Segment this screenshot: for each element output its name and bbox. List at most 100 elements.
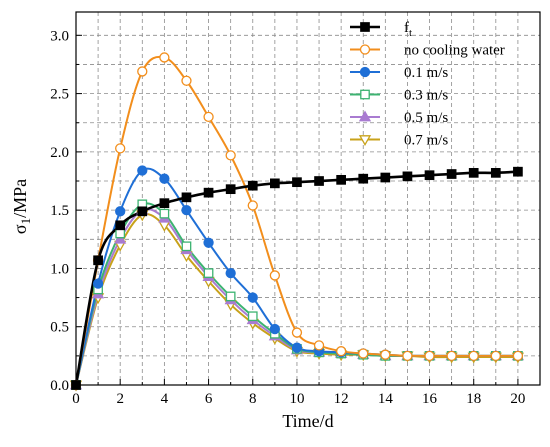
data-point	[513, 166, 523, 177]
legend-item: ft	[350, 20, 412, 39]
legend-item: 0.7 m/s	[350, 133, 448, 149]
data-point	[225, 184, 236, 195]
data-point	[114, 232, 127, 244]
data-point	[203, 187, 214, 198]
data-point	[181, 241, 192, 252]
data-point	[446, 350, 457, 362]
grid-lines	[76, 12, 540, 385]
legend-label: 0.7 m/s	[404, 133, 448, 149]
y-axis-label-sub: 1	[18, 218, 33, 225]
y-tick-label: 0.0	[50, 378, 69, 394]
x-tick-label: 4	[161, 391, 169, 407]
series-markers	[69, 52, 525, 392]
x-tick-labels: 0 2 4 6 8 10 12 14 16 18 20	[72, 391, 525, 407]
x-tick-label: 16	[422, 391, 438, 407]
data-point	[247, 180, 258, 191]
data-point	[336, 174, 346, 185]
y-tick-label: 3.0	[50, 28, 69, 44]
data-point	[358, 348, 369, 359]
legend-label-subscript: t	[409, 27, 412, 39]
legend-label: ft	[404, 20, 412, 39]
data-point	[314, 176, 324, 186]
data-point	[380, 172, 391, 183]
data-point	[137, 165, 148, 176]
legend-item: 0.5 m/s	[350, 110, 448, 126]
data-point	[181, 192, 192, 203]
legend-item: 0.1 m/s	[350, 65, 448, 81]
y-tick-label: 1.5	[50, 203, 69, 219]
legend-label: 0.5 m/s	[404, 110, 448, 126]
data-point	[424, 170, 435, 181]
x-tick-label: 14	[378, 391, 394, 407]
legend-label-text: 0.3 m/s	[404, 88, 448, 104]
data-point	[225, 150, 236, 161]
data-point	[269, 270, 281, 281]
data-point	[313, 340, 325, 351]
legend-marker	[358, 110, 372, 122]
legend: ft no cooling water 0.1 m/s 0.3 m/s 0.5 m/s 0…	[350, 20, 505, 149]
data-point	[137, 66, 148, 77]
data-point	[269, 323, 281, 335]
data-point	[115, 220, 126, 231]
data-point	[358, 173, 369, 184]
legend-label: 0.1 m/s	[404, 65, 448, 81]
x-tick-label: 12	[334, 391, 349, 407]
x-tick-label: 10	[289, 391, 304, 407]
data-point	[291, 342, 303, 353]
y-tick-labels: 0.0 0.5 1.0 1.5 2.0 2.5 3.0	[50, 28, 69, 394]
data-point	[203, 237, 214, 248]
data-point	[490, 168, 501, 178]
x-tick-label: 0	[72, 391, 80, 407]
data-point	[137, 206, 148, 217]
legend-item: no cooling water	[350, 43, 505, 59]
legend-marker	[359, 44, 371, 55]
y-axis-label-main: σ	[10, 224, 30, 234]
y-tick-label: 2.0	[50, 145, 69, 161]
series-markers-1	[70, 52, 524, 391]
data-point	[93, 255, 103, 266]
data-point	[424, 350, 435, 362]
legend-label-text: 0.5 m/s	[404, 110, 448, 126]
data-point	[512, 350, 524, 362]
data-point	[402, 171, 413, 182]
data-point	[380, 349, 391, 360]
x-tick-label: 2	[116, 391, 124, 407]
data-point	[247, 311, 258, 322]
data-point	[181, 75, 192, 86]
legend-marker	[360, 22, 370, 32]
data-point	[468, 350, 479, 362]
legend-label: no cooling water	[404, 43, 505, 59]
x-axis-label: Time/d	[282, 411, 333, 431]
x-tick-label: 20	[510, 391, 525, 407]
data-point	[92, 278, 104, 289]
x-tick-label: 18	[466, 391, 481, 407]
data-point	[490, 350, 501, 362]
data-point	[335, 346, 347, 357]
data-point	[159, 208, 170, 219]
y-tick-label: 0.5	[50, 320, 69, 336]
data-point	[225, 291, 236, 302]
data-point	[203, 111, 214, 123]
legend-label-text: 0.7 m/s	[404, 133, 448, 149]
data-point	[159, 173, 170, 184]
axis-ticks	[75, 34, 519, 386]
data-point	[225, 267, 236, 279]
data-point	[115, 143, 126, 154]
data-point	[468, 168, 479, 178]
legend-marker	[358, 135, 372, 147]
data-point	[291, 327, 303, 338]
legend-label-text: f	[404, 20, 409, 36]
data-point	[203, 268, 214, 278]
data-point	[446, 169, 457, 179]
plot-frame	[75, 11, 541, 386]
data-point	[247, 200, 258, 211]
data-point	[115, 228, 126, 239]
y-axis-label: σ1/MPa	[10, 179, 33, 234]
data-point	[159, 198, 170, 209]
data-point	[115, 206, 126, 217]
x-tick-label: 8	[249, 391, 257, 407]
data-point	[402, 350, 413, 362]
legend-marker	[360, 89, 370, 100]
series-line-1	[75, 55, 518, 386]
